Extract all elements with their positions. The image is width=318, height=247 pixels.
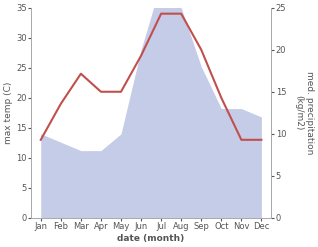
X-axis label: date (month): date (month)	[117, 234, 185, 243]
Y-axis label: max temp (C): max temp (C)	[4, 82, 13, 144]
Y-axis label: med. precipitation
(kg/m2): med. precipitation (kg/m2)	[294, 71, 314, 154]
